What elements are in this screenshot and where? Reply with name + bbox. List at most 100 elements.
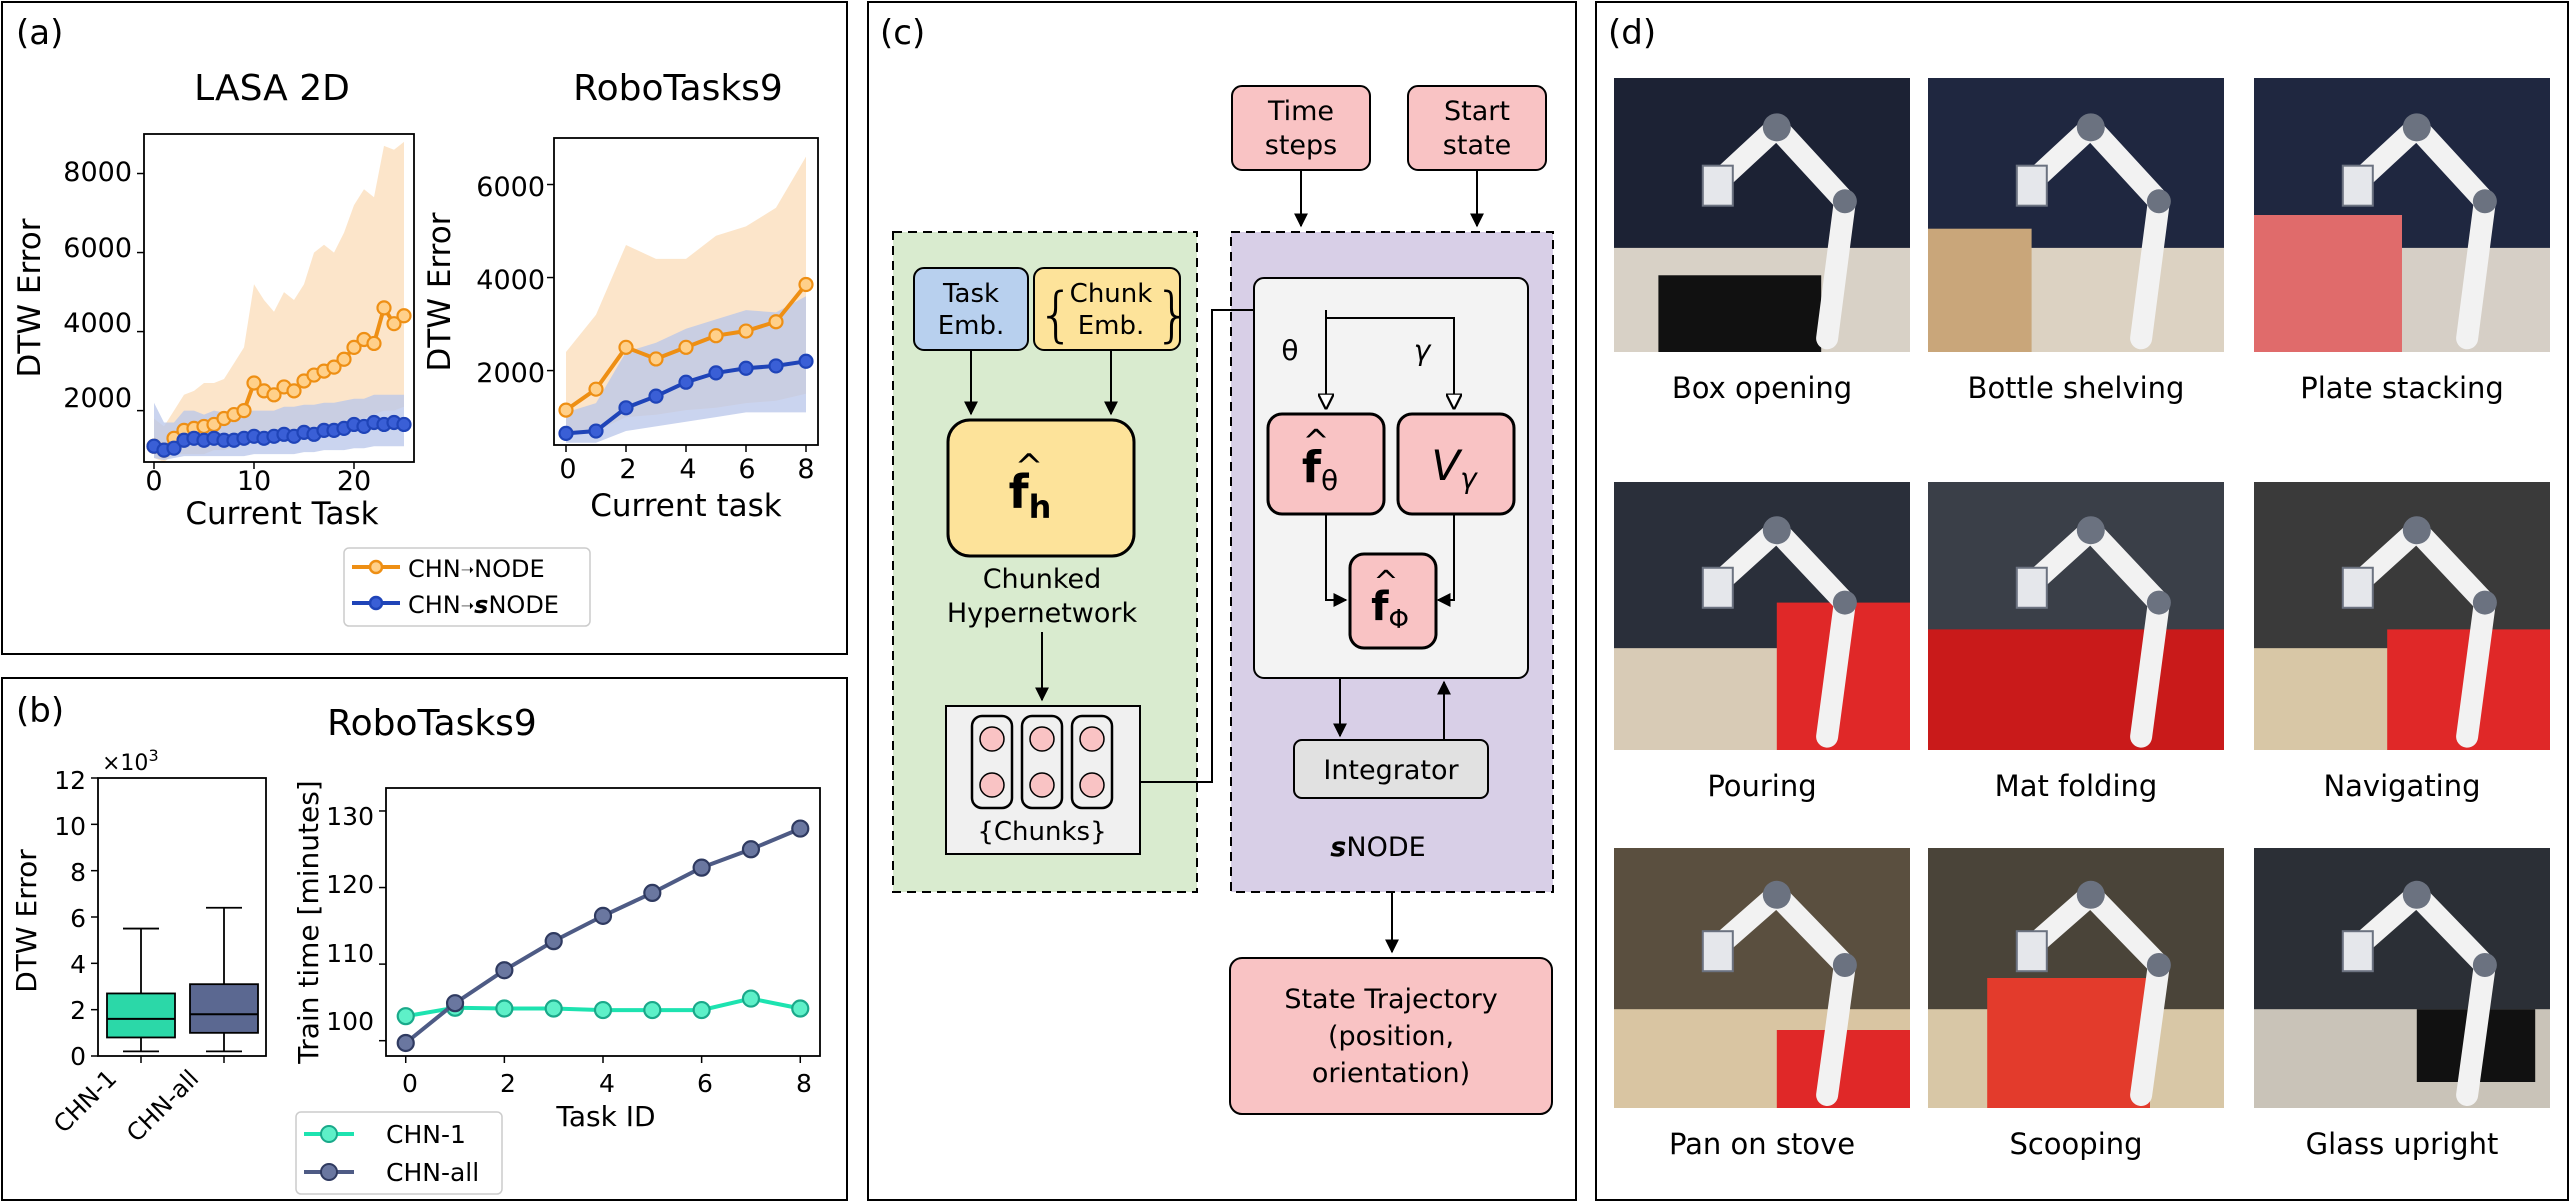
data-point [593, 1000, 613, 1020]
chunk-column [1020, 714, 1064, 810]
panel-c-frame [867, 1, 1577, 1201]
data-point [708, 328, 724, 344]
robo-a-xticks: 0 2 4 6 8 [559, 454, 814, 485]
data-point [768, 358, 784, 374]
chunk-emb-line2: Emb. [1078, 311, 1145, 341]
data-point [588, 381, 604, 397]
snode-name: NODE [1346, 832, 1425, 863]
panel-a-frame [1, 1, 848, 655]
legend-chn-all: CHN-all [386, 1158, 479, 1187]
task-photo-cell: Plate stacking [2254, 78, 2550, 405]
robot-arm [2029, 883, 2170, 1106]
robot-arm [2029, 519, 2170, 748]
robot-arm [2029, 116, 2170, 350]
chunk-cells [970, 714, 1114, 810]
output-line2: (position, [1328, 1021, 1454, 1052]
lasa-ylabel: DTW Error [12, 218, 48, 377]
box-ytick: 4 [70, 950, 86, 979]
task-photo-cell: Pouring [1614, 482, 1910, 803]
fh-sub: h [1029, 488, 1052, 526]
data-point [346, 339, 362, 355]
arrow-gamma [1326, 317, 1454, 408]
data-point [286, 383, 302, 399]
task-photo-caption: Glass upright [2306, 1127, 2499, 1161]
legend-slate-marker [320, 1163, 338, 1181]
time-xtick: 6 [697, 1069, 713, 1098]
data-point [266, 387, 282, 403]
box-ylabel: DTW Error [10, 849, 43, 993]
robo-a-plot [547, 156, 814, 452]
time-ylabel: Train time [minutes] [292, 780, 325, 1064]
chunk-column [1070, 714, 1114, 810]
robot-joint [2076, 880, 2105, 909]
lasa-title: LASA 2D [194, 68, 350, 109]
lasa-xtick: 0 [145, 466, 162, 497]
data-point [648, 388, 664, 404]
task-photo-caption: Navigating [2323, 769, 2480, 803]
lasa-ytick: 2000 [63, 383, 132, 414]
robo-a-title: RoboTasks9 [573, 68, 783, 109]
task-photo-caption: Pan on stove [1669, 1127, 1855, 1161]
v-gamma-v: V [1431, 441, 1463, 490]
time-xtick: 0 [402, 1069, 418, 1098]
chunk-column [970, 714, 1014, 810]
f-phi-sub: Φ [1388, 605, 1408, 635]
data-point [386, 316, 402, 332]
v-gamma-sub: γ [1460, 462, 1478, 495]
box-xtick: CHN-all [121, 1064, 204, 1147]
photo-object [1928, 228, 2032, 352]
time-xtick: 2 [500, 1069, 516, 1098]
task-photo-cell: Navigating [2254, 482, 2550, 803]
chunk-emb-line1: Chunk [1070, 279, 1153, 309]
box-yticks: 0 2 4 6 8 10 12 [54, 766, 86, 1071]
data-point [246, 375, 262, 391]
panel-b-label: (b) [16, 691, 64, 731]
box-ytick: 8 [70, 858, 86, 887]
robot-joint [2472, 189, 2497, 214]
robot-gripper [1701, 930, 1734, 973]
task-photo-cell: Bottle shelving [1928, 78, 2224, 405]
output-line1: State Trajectory [1284, 984, 1497, 1015]
time-ytick: 130 [326, 802, 374, 831]
robo-a-xtick: 0 [559, 454, 576, 485]
chunk-node [1029, 726, 1055, 752]
lasa-ytick: 8000 [63, 157, 132, 188]
data-point [738, 323, 754, 339]
legend-teal-marker [320, 1125, 338, 1143]
v-gamma-symbol: Vγ [1431, 441, 1478, 495]
data-point [648, 351, 664, 367]
robo-a-xtick: 6 [738, 454, 755, 485]
box-ytick: 12 [54, 766, 86, 795]
chunk-node [979, 726, 1005, 752]
robot-gripper [2015, 566, 2048, 609]
robot-gripper [2341, 930, 2374, 973]
panel-d-frame [1595, 1, 2569, 1201]
data-point [692, 858, 711, 877]
robot-joint [2472, 953, 2497, 977]
theta-label: θ [1281, 334, 1298, 367]
legend-prefix: CHN [408, 591, 461, 619]
time-ytick: 100 [326, 1007, 374, 1036]
robot-gripper [2341, 566, 2374, 609]
task-photo-cell: Box opening [1614, 78, 1910, 405]
chunk-node [1079, 772, 1105, 798]
legend-orange-marker [368, 559, 384, 575]
confidence-band [154, 141, 404, 462]
data-point [798, 276, 814, 293]
hyper-label-line2: Hypernetwork [947, 598, 1138, 629]
data-point [336, 351, 352, 367]
robo-a-ytick: 2000 [476, 358, 545, 389]
box-xtick: CHN-1 [48, 1064, 122, 1138]
data-point [643, 1000, 662, 1020]
photo-object [2254, 215, 2402, 352]
box-axes [97, 777, 267, 1057]
data-point [396, 308, 412, 324]
data-point [396, 1033, 415, 1053]
robot-joint [2076, 516, 2105, 545]
data-point [495, 961, 514, 980]
lasa-yticks: 2000 4000 6000 8000 [63, 157, 132, 414]
panel-d-label: (d) [1608, 13, 1656, 53]
robot-arm [2355, 883, 2496, 1106]
lasa-ytick: 4000 [63, 308, 132, 339]
